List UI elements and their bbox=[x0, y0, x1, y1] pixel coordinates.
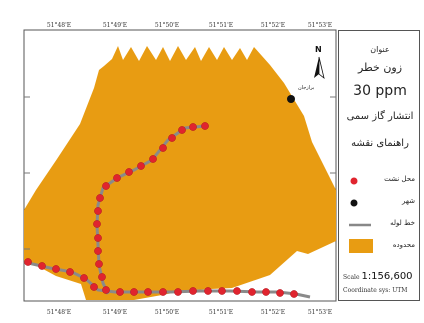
scale-prefix: Scale bbox=[343, 274, 360, 281]
leak-point-8 bbox=[125, 168, 133, 176]
map-legend: عنوان زون خطر 30 ppm انتشار گاز سمی راهن… bbox=[338, 30, 420, 301]
leak-point-15 bbox=[94, 247, 102, 255]
leak-point-20 bbox=[38, 262, 46, 270]
leak-point-28 bbox=[159, 288, 167, 296]
legend-item-label: شهر bbox=[402, 197, 415, 205]
coord-tick-top-6: 51°53'E bbox=[307, 22, 333, 29]
leak-point-31 bbox=[204, 287, 212, 295]
legend-item-label: محدوده bbox=[392, 241, 415, 249]
legend-item-city: شهر bbox=[339, 195, 421, 211]
city-marker bbox=[287, 95, 295, 103]
north-arrow-icon bbox=[314, 56, 325, 80]
coord-tick-top-1: 51°48'E bbox=[46, 22, 72, 29]
red-dot-icon bbox=[350, 177, 358, 185]
leak-point-37 bbox=[290, 290, 298, 298]
coord-tick-bottom-3: 51°50'E bbox=[154, 309, 180, 316]
city-label: برازجان bbox=[298, 85, 315, 91]
leak-points bbox=[24, 122, 298, 298]
coord-tick-bottom-4: 51°51'E bbox=[208, 309, 234, 316]
legend-item-pipeline: خط لوله bbox=[339, 217, 421, 233]
legend-item-label: محل نشت bbox=[384, 175, 415, 183]
legend-item-leak: محل نشت bbox=[339, 173, 421, 189]
legend-zone-line2: 30 ppm bbox=[353, 83, 407, 99]
legend-guide: راهنمای نقشه bbox=[351, 138, 409, 149]
coord-tick-top-3: 51°50'E bbox=[154, 22, 180, 29]
leak-point-2 bbox=[189, 123, 197, 131]
north-label: N bbox=[315, 45, 322, 54]
leak-point-19 bbox=[24, 258, 32, 266]
leak-point-25 bbox=[116, 288, 124, 296]
grey-line-icon bbox=[349, 223, 371, 227]
leak-point-11 bbox=[96, 194, 104, 202]
leak-point-14 bbox=[94, 234, 102, 242]
leak-point-5 bbox=[159, 144, 167, 152]
leak-point-35 bbox=[262, 288, 270, 296]
legend-title: عنوان bbox=[370, 45, 390, 54]
leak-point-21 bbox=[52, 265, 60, 273]
leak-point-12 bbox=[94, 207, 102, 215]
legend-zone-line1: زون خطر bbox=[357, 61, 403, 74]
coord-tick-bottom-2: 51°49'E bbox=[102, 309, 128, 316]
grid-ticks bbox=[24, 96, 336, 250]
leak-point-4 bbox=[168, 134, 176, 142]
leak-point-9 bbox=[113, 174, 121, 182]
leak-point-17 bbox=[98, 273, 106, 281]
black-dot-icon bbox=[350, 199, 358, 207]
leak-point-3 bbox=[178, 126, 186, 134]
leak-point-30 bbox=[189, 287, 197, 295]
leak-point-7 bbox=[137, 162, 145, 170]
coord-tick-bottom-5: 51°52'E bbox=[260, 309, 286, 316]
leak-point-1 bbox=[201, 122, 209, 130]
leak-point-10 bbox=[102, 182, 110, 190]
coord-tick-top-5: 51°52'E bbox=[260, 22, 286, 29]
leak-point-16 bbox=[95, 260, 103, 268]
leak-point-6 bbox=[149, 155, 157, 163]
scale-value: 1:156,600 bbox=[361, 271, 413, 282]
leak-point-23 bbox=[80, 274, 88, 282]
coordinate-system: Coordinate sys: UTM bbox=[343, 287, 408, 294]
orange-box-icon bbox=[349, 239, 373, 253]
scale-text: Scale 1:156,600 bbox=[343, 271, 413, 282]
leak-point-32 bbox=[218, 287, 226, 295]
legend-zone-line3: انتشار گاز سمی bbox=[346, 111, 414, 122]
legend-item-label: خط لوله bbox=[390, 219, 415, 227]
leak-point-33 bbox=[233, 287, 241, 295]
leak-point-24 bbox=[90, 283, 98, 291]
coord-tick-bottom-1: 51°48'E bbox=[46, 309, 72, 316]
north-arrow: N bbox=[311, 45, 327, 83]
coord-tick-top-4: 51°51'E bbox=[208, 22, 234, 29]
leak-point-34 bbox=[248, 288, 256, 296]
coord-tick-top-2: 51°49'E bbox=[102, 22, 128, 29]
leak-point-29 bbox=[174, 288, 182, 296]
coord-tick-bottom-6: 51°53'E bbox=[307, 309, 333, 316]
hazard-zone-area bbox=[24, 46, 336, 300]
legend-item-area: محدوده bbox=[339, 239, 421, 255]
leak-point-22 bbox=[66, 268, 74, 276]
leak-point-27 bbox=[144, 288, 152, 296]
leak-point-18 bbox=[102, 286, 110, 294]
leak-point-26 bbox=[130, 288, 138, 296]
leak-point-13 bbox=[93, 220, 101, 228]
leak-point-36 bbox=[276, 289, 284, 297]
